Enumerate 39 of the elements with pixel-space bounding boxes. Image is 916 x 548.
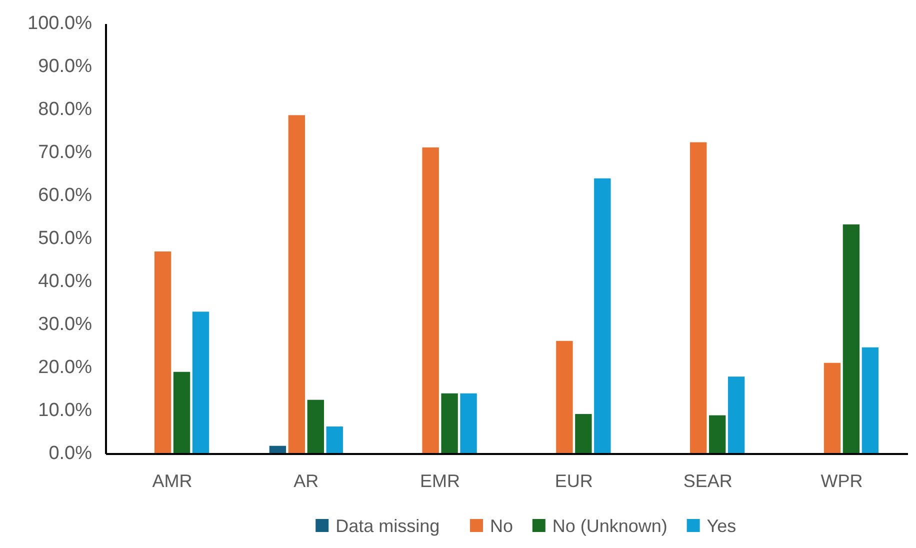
bar [824, 362, 841, 454]
bar [594, 178, 611, 454]
x-tick-label: SEAR [683, 471, 732, 491]
y-tick-label: 60.0% [38, 185, 92, 206]
bar [862, 347, 879, 454]
y-tick-label: 50.0% [38, 228, 92, 250]
bar [460, 393, 477, 454]
bar [326, 426, 343, 454]
bar [173, 372, 190, 454]
x-tick-label: AR [294, 471, 319, 491]
bar [441, 393, 458, 454]
bar [575, 414, 592, 454]
legend-label: Yes [706, 516, 736, 536]
bar [154, 251, 172, 454]
y-tick-label: 10.0% [38, 400, 92, 422]
y-tick-label: 40.0% [38, 271, 92, 292]
y-tick-label: 80.0% [38, 99, 92, 120]
bar [422, 147, 439, 454]
bar [842, 224, 860, 454]
bar [192, 312, 210, 454]
y-tick-label: 20.0% [38, 357, 92, 378]
y-tick-label: 70.0% [38, 142, 92, 164]
bar [288, 115, 306, 454]
y-tick-label: 0.0% [48, 443, 92, 464]
y-tick-label: 90.0% [38, 56, 92, 78]
legend-label: Data missing [336, 516, 440, 536]
bar [307, 400, 324, 454]
x-tick-label: EMR [420, 471, 460, 491]
x-tick-label: EUR [554, 471, 593, 491]
x-tick-label: WPR [820, 471, 863, 491]
bar [690, 142, 707, 454]
x-tick-label: AMR [152, 471, 192, 491]
bar [708, 415, 726, 454]
bar [556, 340, 573, 454]
bar [728, 376, 745, 454]
legend-label: No (Unknown) [552, 516, 668, 536]
y-tick-label: 30.0% [38, 314, 92, 336]
legend-label: No [490, 516, 514, 536]
y-tick-label: 100.0% [28, 13, 92, 34]
